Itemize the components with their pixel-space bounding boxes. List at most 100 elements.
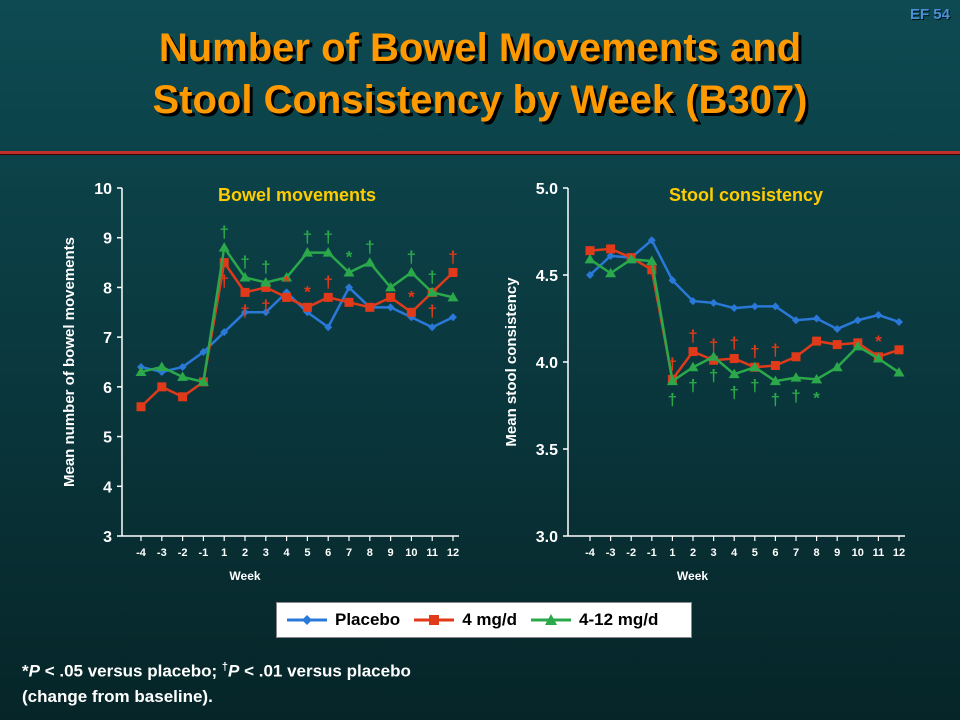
point-dose412 (177, 371, 189, 381)
x-tick-label: -2 (178, 547, 188, 559)
significance-dagger: † (365, 238, 374, 257)
significance-dagger: † (729, 383, 738, 402)
x-tick-label: 2 (242, 547, 248, 559)
slide-title: Number of Bowel Movements and Stool Cons… (0, 22, 960, 126)
significance-dagger: † (407, 248, 416, 267)
x-tick-label: -3 (606, 547, 616, 559)
y-tick-label: 6 (103, 380, 112, 397)
point-placebo (303, 308, 312, 317)
x-tick-label: 9 (834, 547, 840, 559)
point-dose4 (894, 345, 904, 355)
point-dose412 (893, 366, 905, 377)
significance-dagger: † (261, 296, 270, 315)
point-dose4 (791, 352, 801, 362)
point-dose4 (136, 402, 146, 412)
point-dose4 (178, 392, 188, 402)
series-line-dose4 (140, 259, 454, 408)
significance-dagger: † (688, 327, 697, 346)
point-dose412 (605, 267, 617, 278)
point-placebo (261, 308, 270, 317)
y-tick-label: 4.5 (536, 268, 558, 285)
point-placebo (178, 362, 187, 371)
point-dose412 (872, 353, 884, 363)
significance-asterisk: * (875, 332, 882, 351)
point-placebo (668, 276, 677, 285)
footnote-text-1: < .05 versus placebo; (39, 661, 222, 681)
x-tick-label: 4 (731, 547, 738, 559)
footnote-dagger: † (221, 661, 228, 673)
point-dose412 (769, 375, 781, 386)
point-placebo (606, 251, 615, 260)
x-tick-label: -4 (136, 547, 147, 559)
point-dose4 (240, 287, 250, 297)
point-placebo (853, 316, 862, 325)
x-tick-label: 3 (711, 547, 717, 559)
significance-dagger: † (240, 252, 249, 271)
point-dose4 (386, 292, 396, 302)
point-placebo (833, 324, 842, 333)
significance-dagger: † (427, 267, 436, 286)
significance-dagger: † (323, 272, 332, 291)
series-line-dose412 (140, 244, 454, 384)
significance-asterisk: * (346, 248, 353, 267)
footnote-asterisk: * (22, 661, 29, 681)
x-axis-label: Week (677, 569, 708, 583)
bowel-movements-chart: Bowel movements Mean number of bowel move… (61, 181, 459, 583)
significance-dagger: † (771, 340, 780, 359)
point-placebo (199, 348, 208, 357)
y-tick-label: 3.0 (536, 529, 558, 546)
footnote-line-2: (change from baseline). (22, 686, 213, 706)
significance-asterisk: * (283, 272, 290, 291)
point-dose412 (790, 372, 802, 382)
x-tick-label: 7 (346, 547, 352, 559)
point-dose4 (302, 302, 312, 312)
series-line-placebo (140, 285, 454, 374)
x-tick-label: 9 (388, 547, 394, 559)
point-dose412 (156, 361, 168, 371)
point-dose412 (260, 276, 272, 287)
point-dose412 (447, 291, 459, 302)
x-tick-label: 8 (367, 547, 373, 559)
x-axis-label: Week (229, 569, 260, 583)
point-dose4 (157, 382, 167, 392)
point-placebo (345, 283, 353, 292)
point-dose4 (606, 244, 616, 254)
y-tick-label: 4 (103, 479, 112, 496)
x-tick-label: 5 (304, 547, 310, 559)
significance-dagger: † (771, 390, 780, 409)
point-placebo (324, 323, 333, 332)
significance-dagger: † (729, 334, 738, 353)
x-tick-label: 4 (284, 547, 291, 559)
point-placebo (750, 302, 759, 311)
y-tick-label: 8 (103, 280, 112, 297)
y-axis-label: Mean number of bowel movements (61, 237, 78, 487)
y-tick-label: 3.5 (536, 442, 558, 459)
x-tick-label: 5 (752, 547, 758, 559)
legend-4mg-marker (414, 615, 455, 625)
point-dose4 (770, 360, 780, 370)
point-dose412 (646, 255, 658, 266)
point-dose4 (282, 292, 292, 302)
y-tick-label: 5 (103, 430, 112, 447)
x-tick-label: 1 (221, 547, 227, 559)
point-dose4 (406, 307, 416, 317)
significance-dagger: † (750, 342, 759, 361)
point-placebo (771, 302, 780, 311)
x-tick-label: 11 (426, 547, 438, 559)
x-tick-label: 10 (852, 547, 864, 559)
legend-4mg-label: 4 mg/d (462, 610, 517, 629)
point-dose412 (687, 361, 699, 372)
significance-dagger: † (709, 335, 718, 354)
footnote-line-1: *P < .05 versus placebo; †P < .01 versus… (22, 655, 411, 684)
footnote-text-2: < .01 versus placebo (239, 661, 411, 681)
significance-dagger: † (688, 376, 697, 395)
point-dose4 (812, 336, 822, 346)
point-placebo (709, 298, 718, 307)
y-tick-label: 9 (103, 231, 112, 248)
point-dose4 (647, 265, 657, 275)
legend-4mg: 4 mg/d (412, 610, 517, 630)
point-dose412 (749, 361, 761, 372)
significance-dagger: † (323, 228, 332, 247)
point-dose412 (666, 375, 678, 386)
point-placebo (792, 316, 800, 325)
